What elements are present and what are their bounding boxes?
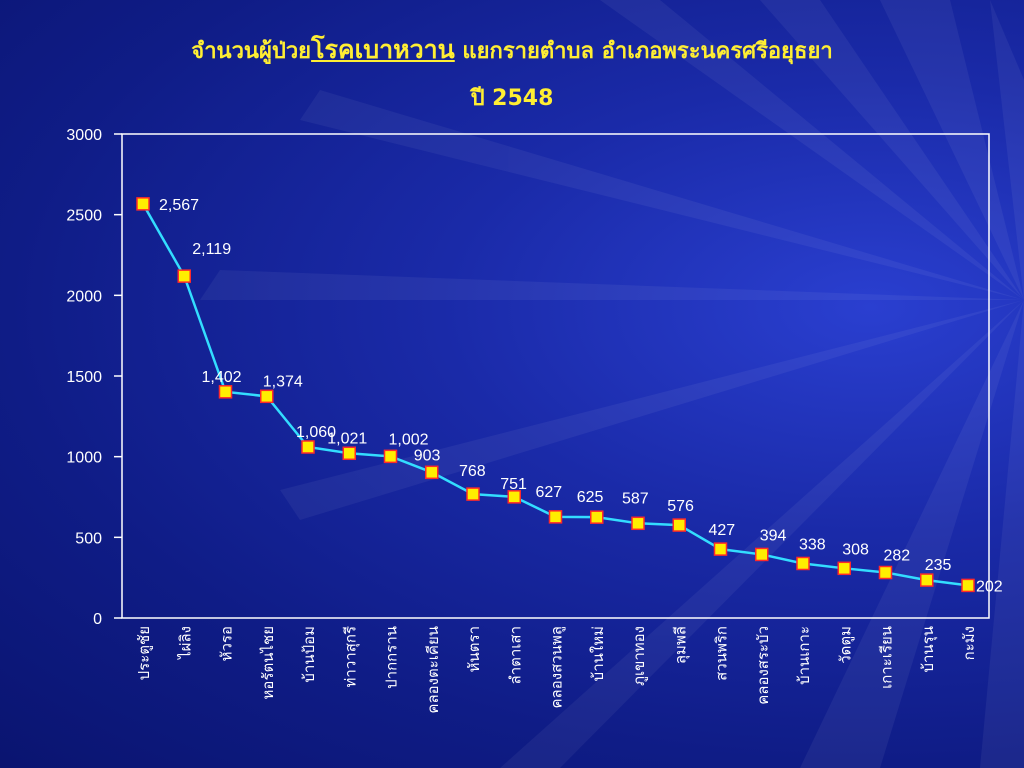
data-point <box>961 578 975 593</box>
data-point <box>796 556 810 571</box>
category-label: ลำตาเสา <box>506 626 524 684</box>
data-label: 282 <box>884 548 911 565</box>
data-point <box>590 510 604 524</box>
category-label: หัวรอ <box>218 626 236 661</box>
data-label: 1,402 <box>202 369 242 386</box>
category-label: หันตรา <box>465 626 483 672</box>
data-label: 308 <box>842 541 869 558</box>
y-axis: 0 500 1000 1500 2000 2500 3000 <box>66 127 122 628</box>
data-label: 427 <box>709 522 736 539</box>
category-label: วัดตูม <box>836 626 854 664</box>
category-label: กะมัง <box>960 626 978 660</box>
markers <box>136 197 975 593</box>
data-point <box>713 542 728 556</box>
chart-subtitle: ปี 2548 <box>470 86 554 111</box>
data-label: 751 <box>500 476 527 493</box>
category-label: ท่าวาสุกรี <box>341 626 360 687</box>
title-part1: จำนวนผู้ป่วย <box>191 39 312 64</box>
data-point <box>342 446 356 461</box>
data-point <box>920 573 934 587</box>
category-label: ภูเขาทอง <box>630 626 648 686</box>
y-tick-label: 2000 <box>66 288 102 305</box>
data-label: 627 <box>536 484 563 501</box>
data-point <box>425 465 439 480</box>
category-label: บ้านรุน <box>919 626 938 673</box>
data-label: 394 <box>760 527 787 544</box>
data-label: 587 <box>622 490 649 507</box>
category-label: บ้านเกาะ <box>795 626 813 685</box>
category-label: คลองตะเคียน <box>424 626 442 714</box>
category-label: บ้านใหม่ <box>589 626 607 681</box>
data-point <box>218 385 233 399</box>
category-label: ลุมพลี <box>671 626 690 664</box>
category-label: ประตูชัย <box>135 626 153 680</box>
title-part2: โรคเบาหวาน <box>311 35 455 64</box>
data-point <box>301 440 315 454</box>
data-label: 235 <box>925 557 952 574</box>
y-tick-label: 1000 <box>66 450 102 467</box>
data-label: 202 <box>976 578 1003 595</box>
data-point <box>136 197 150 211</box>
data-label: 1,060 <box>296 424 336 441</box>
data-point <box>755 547 769 562</box>
data-point <box>837 561 851 576</box>
data-point <box>466 487 480 501</box>
category-labels: ประตูชัย ไผ่ลิง หัวรอ หอรัตนไชย บ้านป้อม ท่าว… <box>135 626 978 714</box>
data-point <box>548 510 563 524</box>
category-label: คลองสระบัว <box>754 626 772 705</box>
category-label: ไผ่ลิง <box>176 626 194 660</box>
data-label: 338 <box>799 536 826 553</box>
data-point <box>507 490 521 504</box>
category-label: เกาะเรียน <box>878 626 896 689</box>
data-label: 2,567 <box>159 197 199 214</box>
data-point <box>878 565 893 580</box>
title-part3: แยกรายตำบล อำเภอพระนครศรีอยุธยา <box>454 39 833 64</box>
category-label: บ้านป้อม <box>300 626 318 683</box>
category-label: ปากกราน <box>383 626 401 689</box>
category-label: คลองสวนพลู <box>548 626 566 708</box>
data-point <box>631 516 645 531</box>
y-tick-label: 500 <box>75 530 102 547</box>
data-label: 768 <box>459 463 486 480</box>
chart-title: จำนวนผู้ป่วยโรคเบาหวาน แยกรายตำบล อำเภอพ… <box>0 30 1024 70</box>
data-label: 1,374 <box>263 373 303 390</box>
data-label: 1,002 <box>389 431 429 448</box>
data-label: 1,021 <box>327 430 367 447</box>
data-point <box>383 449 398 464</box>
data-point <box>672 518 686 532</box>
category-label: หอรัตนไชย <box>259 626 277 699</box>
y-tick-label: 3000 <box>66 127 102 144</box>
data-point <box>260 389 274 404</box>
data-label: 2,119 <box>192 241 231 258</box>
y-tick-label: 2500 <box>66 208 102 225</box>
category-label: สวนพริก <box>713 626 731 681</box>
data-point <box>177 269 191 283</box>
data-label: 625 <box>577 489 604 506</box>
y-tick-label: 1500 <box>66 369 102 386</box>
y-tick-label: 0 <box>93 611 102 628</box>
data-label: 903 <box>414 447 441 464</box>
data-label: 576 <box>667 498 694 515</box>
